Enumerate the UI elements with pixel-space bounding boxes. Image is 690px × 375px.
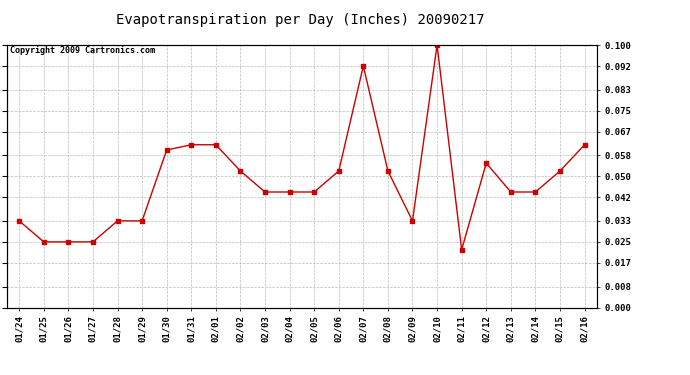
Text: Evapotranspiration per Day (Inches) 20090217: Evapotranspiration per Day (Inches) 2009…: [116, 13, 484, 27]
Text: Copyright 2009 Cartronics.com: Copyright 2009 Cartronics.com: [10, 46, 155, 56]
